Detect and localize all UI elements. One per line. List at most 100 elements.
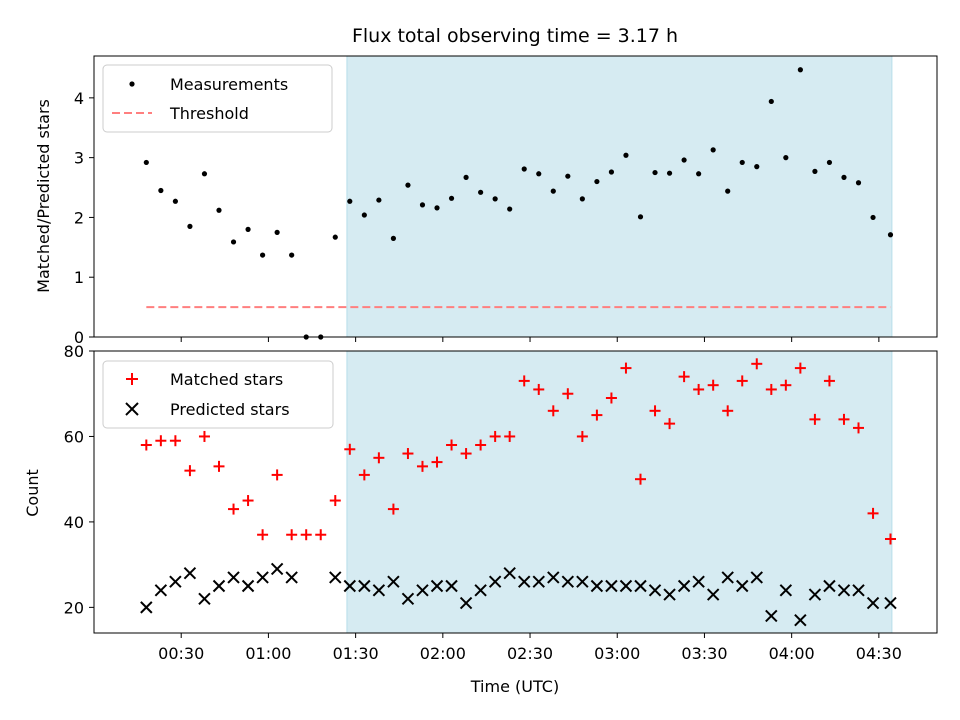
top-shaded-region	[346, 55, 893, 338]
measurement-point	[870, 214, 876, 221]
predicted-star-point	[576, 575, 589, 588]
predicted-star-point	[343, 579, 357, 593]
matched-star-point	[751, 358, 763, 370]
predicted-star-point	[256, 571, 269, 584]
measurement-point	[376, 197, 382, 203]
bottom-legend: Matched stars Predicted stars	[102, 360, 334, 429]
matched-star-point	[649, 405, 661, 417]
top-x-ticks	[180, 337, 880, 342]
predicted-star-point	[358, 579, 371, 593]
matched-star-point	[853, 422, 865, 434]
measurement-point	[361, 212, 367, 218]
top-y-ticks: 0 1 2 3 4	[74, 89, 94, 347]
measurement-point	[887, 232, 894, 238]
predicted-star-point	[765, 609, 778, 623]
predicted-star-point	[532, 575, 545, 588]
measurement-point	[826, 159, 833, 166]
top-legend: Measurements Threshold	[102, 64, 333, 133]
predicted-star-point	[401, 592, 415, 606]
measurement-point	[230, 239, 237, 245]
matched-star-point	[809, 413, 821, 425]
matched-star-point	[257, 529, 269, 541]
measurement-point	[143, 159, 149, 166]
predicted-star-point	[837, 584, 851, 597]
predicted-star-point	[459, 596, 473, 610]
predicted-star-point	[474, 584, 487, 597]
matched-star-point	[358, 469, 370, 481]
legend-predicted-label: Predicted stars	[170, 400, 290, 419]
predicted-star-point	[677, 579, 691, 593]
bottom-y-ticks: 20 40 60 80	[64, 342, 94, 617]
bottom-x-tick-label: 04:00	[769, 644, 815, 663]
measurement-point	[521, 166, 527, 172]
bottom-y-axis-label: Count	[23, 469, 42, 517]
measurement-point	[565, 173, 571, 179]
predicted-star-point	[663, 588, 676, 601]
bottom-x-tick-label: 02:00	[420, 644, 466, 663]
measurement-point	[492, 196, 498, 202]
legend-measurements-label: Measurements	[170, 75, 288, 94]
predicted-star-point	[212, 579, 226, 593]
matched-star-point	[242, 495, 254, 507]
predicted-star-point	[648, 584, 662, 597]
measurement-point	[172, 198, 178, 204]
legend-predicted-marker	[125, 402, 139, 416]
measurement-point	[608, 169, 615, 175]
matched-star-point	[634, 473, 646, 485]
matched-star-point	[794, 362, 806, 374]
predicted-star-point	[852, 584, 865, 597]
matched-star-point	[315, 529, 327, 541]
matched-star-point	[620, 362, 632, 374]
matched-star-point	[387, 503, 399, 515]
matched-star-point	[213, 460, 225, 472]
top-y-tick-label: 2	[74, 208, 84, 227]
measurement-point	[841, 174, 847, 180]
measurement-point	[710, 147, 716, 153]
legend-matched-marker	[126, 373, 138, 385]
predicted-star-point	[706, 588, 720, 601]
matched-star-point	[329, 495, 341, 507]
matched-star-point	[431, 456, 443, 468]
top-y-tick-label: 4	[74, 89, 84, 108]
legend-matched-label: Matched stars	[170, 370, 283, 389]
measurement-point	[405, 182, 411, 188]
predicted-star-point	[779, 584, 793, 597]
x-axis-label: Time (UTC)	[470, 677, 559, 696]
predicted-star-point	[183, 566, 197, 580]
measurement-point	[274, 229, 280, 235]
matched-star-point	[300, 529, 312, 541]
matched-star-point	[286, 529, 298, 541]
predicted-star-point	[692, 575, 705, 588]
predicted-star-point	[227, 571, 240, 584]
matched-star-point	[518, 375, 530, 387]
top-y-tick-label: 1	[74, 268, 84, 287]
bottom-axes-frame	[93, 350, 938, 634]
measurement-point	[768, 98, 774, 105]
predicted-star-point	[140, 601, 153, 614]
matched-star-point	[605, 392, 617, 404]
matched-star-point	[823, 375, 835, 387]
predicted-star-point	[721, 571, 734, 584]
measurement-point	[725, 188, 731, 194]
predicted-star-point	[154, 584, 168, 597]
measurement-point	[696, 171, 702, 177]
bottom-y-tick-label: 20	[64, 598, 84, 617]
matched-star-point	[344, 443, 356, 455]
measurement-point	[216, 207, 222, 213]
matched-star-point	[228, 503, 240, 515]
measurement-point	[434, 205, 440, 211]
predicted-star-point	[794, 613, 807, 627]
predicted-star-point	[198, 592, 211, 606]
predicted-star-point	[634, 579, 647, 593]
measurement-point	[507, 206, 513, 212]
matched-star-point	[489, 430, 501, 442]
matched-stars-points	[140, 358, 896, 545]
matched-star-point	[867, 507, 879, 519]
matched-star-point	[765, 383, 777, 395]
matched-star-point	[562, 388, 574, 400]
matched-star-point	[184, 465, 196, 477]
matched-star-point	[169, 435, 181, 447]
matched-star-point	[780, 379, 792, 391]
predicted-star-point	[866, 596, 880, 610]
